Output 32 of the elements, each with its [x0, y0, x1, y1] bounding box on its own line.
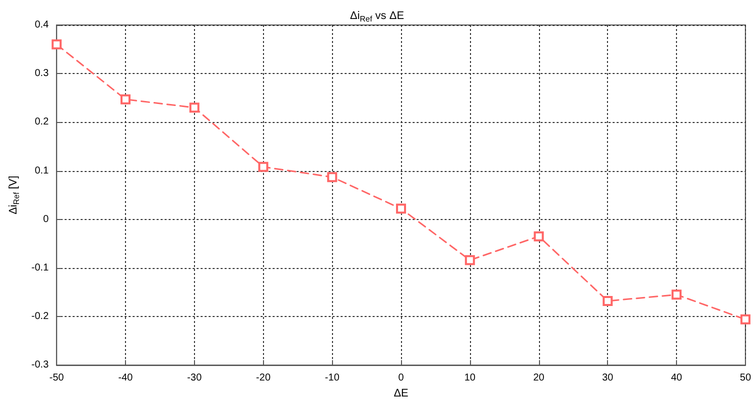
point [258, 162, 268, 172]
x-tick-label: 20 [533, 372, 545, 384]
x-tick-label: 50 [740, 372, 752, 384]
x-tick-label: -10 [324, 372, 340, 384]
point [464, 255, 475, 266]
x-tick-label: -30 [187, 372, 202, 384]
y-tick-label: 0.1 [34, 165, 50, 176]
y-tick-label: -0.1 [31, 262, 50, 274]
point [189, 102, 200, 113]
x-tick-label: 40 [670, 372, 683, 384]
x-tick-label: -20 [256, 372, 271, 384]
x-tick-label: 0 [398, 372, 404, 384]
point [602, 296, 613, 306]
point [52, 39, 62, 50]
x-tick-label: -50 [49, 372, 64, 384]
point [672, 290, 682, 300]
y-tick-label: 0.3 [34, 68, 50, 80]
point [120, 94, 131, 104]
y-tick-label: -0.3 [31, 360, 50, 371]
x-tick-label: 10 [464, 372, 476, 384]
y-tick-label: -0.2 [31, 311, 50, 322]
point [327, 172, 338, 182]
y-tick-label: 0.2 [34, 116, 50, 128]
point [396, 204, 406, 214]
point [740, 314, 750, 324]
y-tick-label: 0.4 [34, 20, 50, 30]
x-tick-label: 30 [602, 372, 614, 384]
x-axis-title: ΔE [394, 388, 408, 400]
y-tick-label: 0 [43, 214, 50, 225]
y-axis-title: ΔiRef [V] [8, 176, 21, 214]
x-tick-label: -40 [118, 372, 134, 384]
point [534, 231, 544, 242]
